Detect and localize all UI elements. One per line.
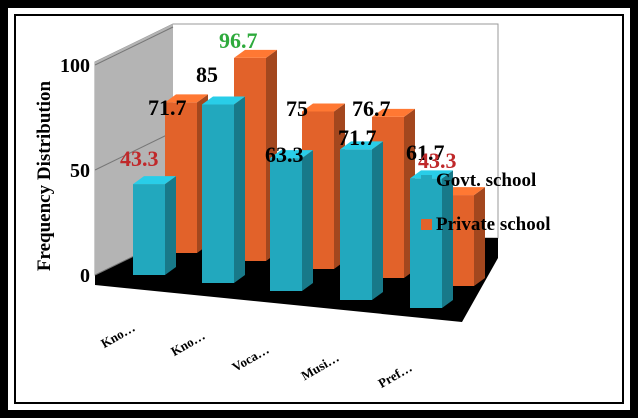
x-tick-label-4: Pref… [375,360,414,391]
gridline-2 [94,26,174,66]
bar-govt-3-side [372,141,383,300]
bar-govt-2 [270,150,313,291]
bar-govt-2-side [302,150,313,291]
bar-private-0-top [165,94,208,103]
gridline-1 [94,131,174,171]
bar-govt-2-front [270,158,302,291]
data-label-private-1: 96.7 [219,28,258,53]
bar-govt-1-front [202,104,234,283]
data-label-govt-2: 63.3 [265,142,304,167]
data-label-private-2: 75 [286,96,308,121]
bar-private-2-top [302,103,345,112]
x-tick-label-2: Voca… [229,342,271,375]
bar-govt-0-top [133,176,176,185]
bar-govt-4 [410,170,453,308]
y-axis-title: Frequency Distribution [34,80,55,271]
legend-label-govt: Govt. school [436,170,536,191]
y-axis-ticks: 0 50 100 [60,55,90,287]
bar-govt-3-top [340,141,383,150]
bar-govt-1-top [202,96,245,105]
data-label-govt-1: 85 [196,62,218,87]
bar-govt-1 [202,96,245,283]
y-tick-label: 0 [80,265,90,287]
bar-govt-4-side [442,170,453,308]
data-label-govt-3: 71.7 [338,125,377,150]
bar-govt-0-front [133,184,165,275]
bar-private-4-side [474,187,485,286]
bar-private-3-top [372,108,415,117]
y-tick-label: 100 [60,55,90,77]
legend-swatch-govt [421,175,432,186]
bar-govt-0-side [165,176,176,275]
data-label-private-3: 76.7 [352,96,391,121]
x-tick-label-3: Musi… [298,350,341,384]
bar-govt-0 [133,176,176,275]
legend-swatch-private [421,219,432,230]
x-axis-categories: Kno… Kno… Voca… Musi… Pref… [98,320,414,391]
data-label-private-4: 43.3 [418,148,457,173]
legend-label-private: Private school [436,214,551,235]
y-tick-label: 50 [70,160,90,182]
data-label-govt-4: 61.7 [406,140,445,165]
x-tick-label-1: Kno… [168,328,207,359]
bar-govt-4-top [410,170,453,179]
bar-govt-3 [340,141,383,300]
bar-govt-4-front [410,178,442,308]
bar-private-1-top [234,49,277,58]
bar-govt-3-front [340,149,372,300]
legend: Govt. school Private school [421,170,551,235]
data-label-govt-0: 43.3 [120,146,159,171]
data-labels: 43.3 85 63.3 71.7 61.7 71.7 96.7 75 76.7 43.3 [120,28,457,173]
chart-frame-inner [14,14,624,404]
bar-govt-2-top [270,150,313,159]
x-tick-label-0: Kno… [98,320,137,351]
data-label-private-0: 71.7 [148,95,187,120]
bar-govt-1-side [234,96,245,283]
bars-layer [133,49,485,308]
